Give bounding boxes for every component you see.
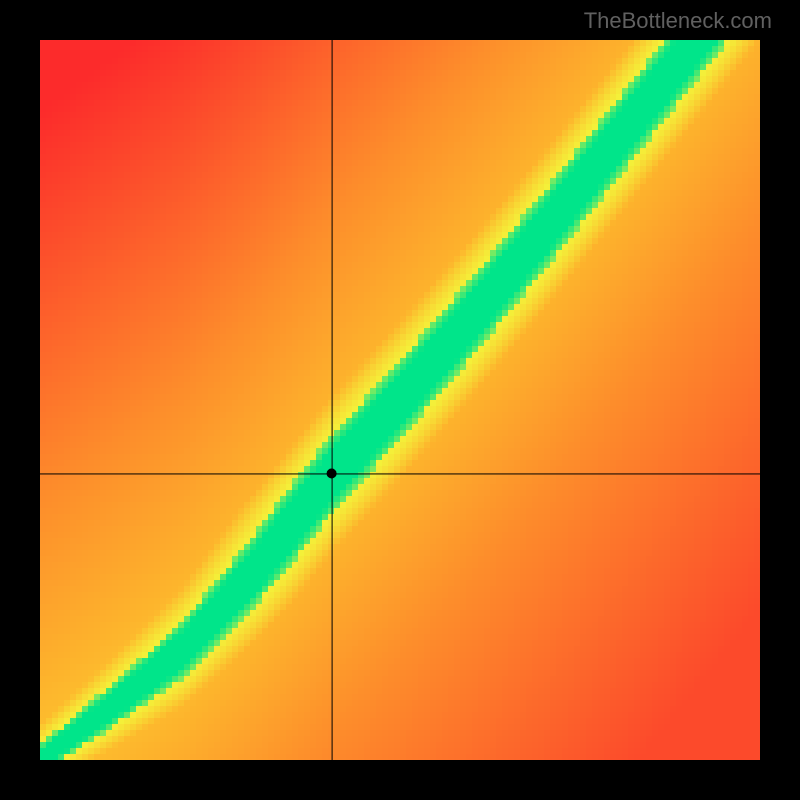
watermark-text: TheBottleneck.com [584,8,772,34]
bottleneck-heatmap [40,40,760,760]
heatmap-canvas [40,40,760,760]
